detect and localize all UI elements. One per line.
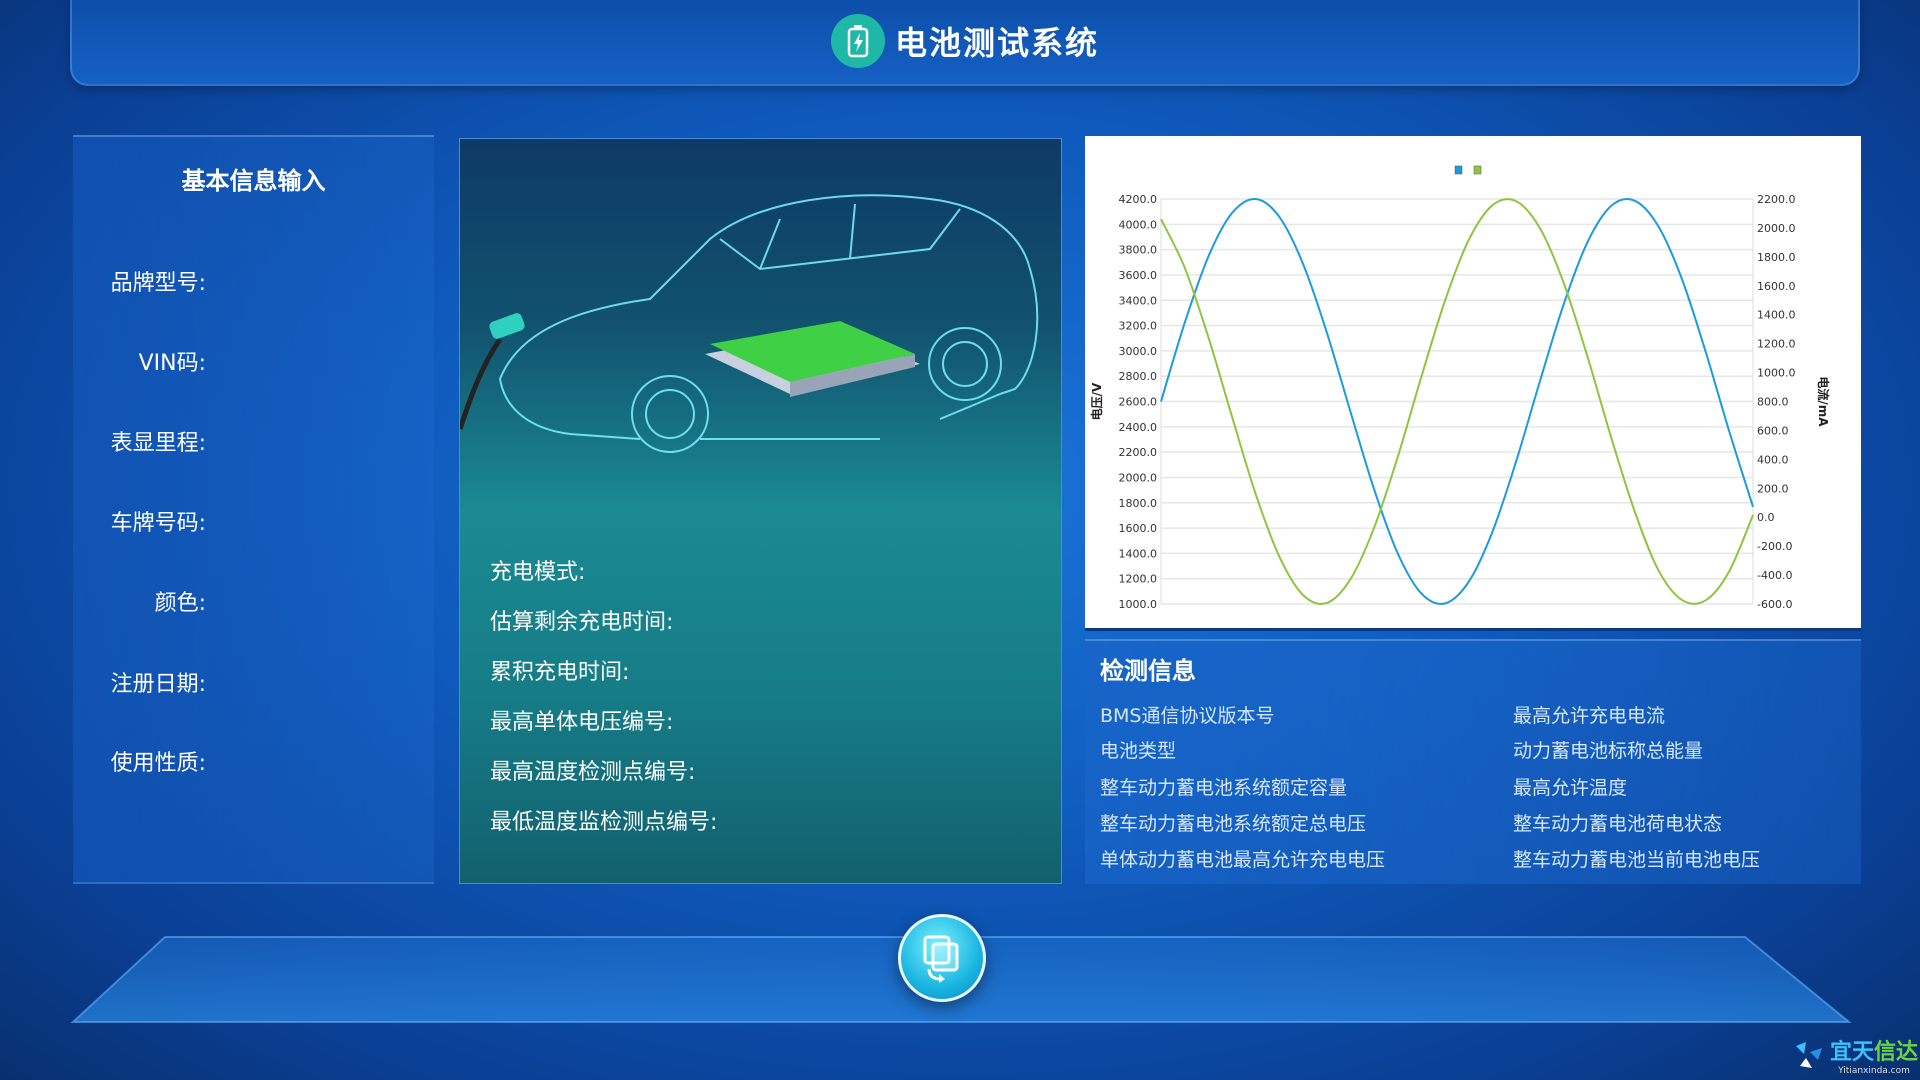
basic-info-title: 基本信息输入 xyxy=(181,167,326,195)
chart-svg: 4200.0 4000.0 3800.0 3600.0 3400.0 3200.0 3000… xyxy=(1089,165,1831,611)
y2-tick-label: 1600.0 xyxy=(1757,280,1796,293)
detection-item: 最高允许温度 xyxy=(1513,777,1628,799)
y2-axis-label: 电流/mA xyxy=(1816,376,1831,427)
register-date-label: 注册日期: xyxy=(110,672,206,697)
series-line-0 xyxy=(1160,197,1754,605)
y2-tick-label: -200.0 xyxy=(1757,540,1792,553)
y-tick-label: 1800.0 xyxy=(1119,497,1158,510)
cumulative-time-label: 累积充电时间: xyxy=(490,660,630,685)
charge-mode-label: 充电模式: xyxy=(490,560,586,585)
y-tick-label: 1000.0 xyxy=(1119,598,1158,611)
y2-tick-label: 200.0 xyxy=(1757,482,1789,495)
y-tick-label: 1200.0 xyxy=(1119,573,1158,586)
copy-refresh-button[interactable] xyxy=(898,914,986,1002)
y-tick-label: 3200.0 xyxy=(1119,320,1158,333)
detection-item: 整车动力蓄电池荷电状态 xyxy=(1513,813,1723,835)
remaining-time-label: 估算剩余充电时间: xyxy=(490,610,674,635)
brand-logo: 宜天信达 Yitianxinda.com xyxy=(1792,1034,1918,1076)
y2-tick-label: 1800.0 xyxy=(1757,251,1796,264)
brand-url: Yitianxinda.com xyxy=(1838,1066,1910,1076)
detection-item: 动力蓄电池标称总能量 xyxy=(1513,740,1704,762)
y2-tick-label: 1000.0 xyxy=(1757,367,1796,380)
detection-item: BMS通信协议版本号 xyxy=(1100,705,1275,727)
detection-item: 单体动力蓄电池最高允许充电电压 xyxy=(1100,849,1386,871)
series-line-1 xyxy=(1160,198,1754,605)
battery-pack xyxy=(705,321,920,397)
y-tick-label: 2800.0 xyxy=(1119,370,1158,383)
detection-item: 最高允许充电电流 xyxy=(1513,705,1666,727)
y2-tick-label: -400.0 xyxy=(1757,569,1792,582)
min-temp-point-label: 最低温度监检测点编号: xyxy=(490,810,718,835)
legend-marker xyxy=(1473,165,1482,175)
detection-info-title: 检测信息 xyxy=(1100,657,1196,685)
max-temp-point-label: 最高温度检测点编号: xyxy=(490,760,696,785)
y-tick-label: 3400.0 xyxy=(1119,294,1158,307)
y-tick-label: 3800.0 xyxy=(1119,244,1158,257)
max-cell-voltage-id-label: 最高单体电压编号: xyxy=(490,710,674,735)
header-bar: 电池测试系统 xyxy=(70,0,1860,86)
y2-tick-label: 600.0 xyxy=(1757,424,1789,437)
detection-item: 电池类型 xyxy=(1100,740,1177,762)
y-axis-label: 电压/V xyxy=(1089,382,1104,420)
usage-type-label: 使用性质: xyxy=(110,751,206,776)
y-tick-label: 2600.0 xyxy=(1119,396,1158,409)
color-label: 颜色: xyxy=(154,591,206,616)
battery-charge-icon xyxy=(830,14,885,68)
plate-number-label: 车牌号码: xyxy=(110,511,206,536)
brand-model-label: 品牌型号: xyxy=(110,271,206,296)
brand-logo-icon xyxy=(1796,1042,1822,1068)
copy-refresh-icon xyxy=(923,935,959,983)
brand-name-a: 宜天 xyxy=(1830,1040,1875,1065)
car-battery-illustration xyxy=(460,194,1039,453)
y-tick-label: 1400.0 xyxy=(1119,547,1158,560)
y2-tick-label: 2200.0 xyxy=(1757,193,1796,206)
detection-info-panel: 检测信息 BMS通信协议版本号 最高允许充电电流 电池类型 动力蓄电池标称总能量 整车动… xyxy=(1085,639,1861,884)
y2-tick-label: -600.0 xyxy=(1757,598,1792,611)
y-tick-label: 1600.0 xyxy=(1119,522,1158,535)
detection-item: 整车动力蓄电池系统额定总电压 xyxy=(1100,813,1367,835)
brand-name-b: 信达 xyxy=(1874,1040,1919,1065)
y2-tick-label: 0.0 xyxy=(1757,511,1775,524)
y2-tick-label: 2000.0 xyxy=(1757,222,1796,235)
legend-marker xyxy=(1454,165,1463,175)
y-tick-label: 3600.0 xyxy=(1119,269,1158,282)
page-title: 电池测试系统 xyxy=(894,24,1099,62)
y-tick-label: 3000.0 xyxy=(1119,345,1158,358)
y-tick-label: 2400.0 xyxy=(1119,421,1158,434)
detection-item: 整车动力蓄电池当前电池电压 xyxy=(1513,849,1761,871)
charging-panel: 充电模式: 估算剩余充电时间: 累积充电时间: 最高单体电压编号: 最高温度检测… xyxy=(459,138,1062,884)
y2-tick-label: 1400.0 xyxy=(1757,309,1796,322)
mileage-label: 表显里程: xyxy=(110,431,206,456)
y-tick-label: 2000.0 xyxy=(1119,471,1158,484)
y2-tick-label: 800.0 xyxy=(1757,396,1789,409)
detection-item: 整车动力蓄电池系统额定容量 xyxy=(1100,777,1348,799)
voltage-current-chart: 4200.0 4000.0 3800.0 3600.0 3400.0 3200.0 3000… xyxy=(1085,136,1861,631)
charging-plug-icon xyxy=(460,313,525,430)
y2-tick-label: 400.0 xyxy=(1757,453,1789,466)
y-tick-label: 2200.0 xyxy=(1119,446,1158,459)
y2-tick-label: 1200.0 xyxy=(1757,338,1796,351)
vin-label: VIN码: xyxy=(138,351,206,376)
y-tick-label: 4000.0 xyxy=(1119,218,1158,231)
y-tick-label: 4200.0 xyxy=(1119,193,1158,206)
basic-info-panel: 基本信息输入 品牌型号: VIN码: 表显里程: 车牌号码: 颜色: 注册日期:… xyxy=(73,135,434,884)
